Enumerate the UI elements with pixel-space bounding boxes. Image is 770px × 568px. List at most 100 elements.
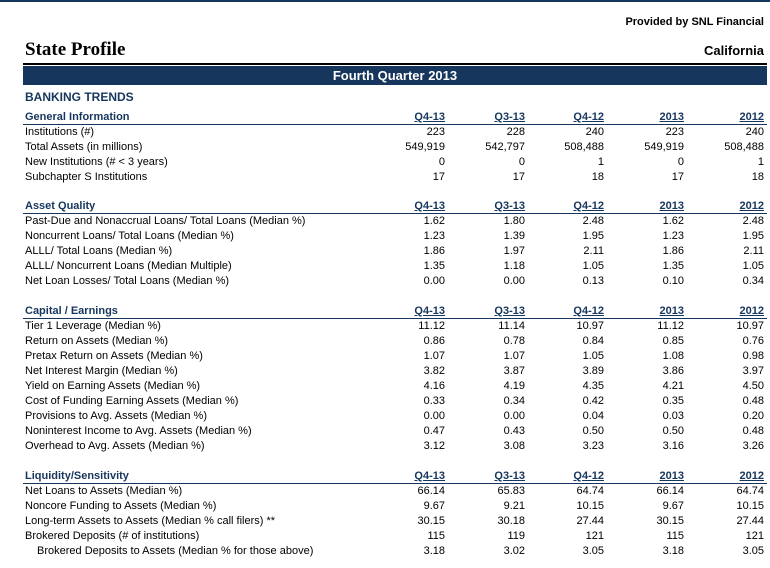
column-header: Q3-13 [494,111,525,123]
column-header: Q3-13 [494,470,525,482]
row-label: ALLL/ Noncurrent Loans (Median Multiple) [25,260,232,272]
table-cell: 1.62 [423,215,445,227]
table-row: Return on Assets (Median %) 0.86 0.78 0.84 0… [23,334,767,349]
column-header: 2012 [739,470,764,482]
row-label: Noncurrent Loans/ Total Loans (Median %) [25,230,234,242]
table-row: ALLL/ Noncurrent Loans (Median Multiple)… [23,259,767,274]
table-cell: 11.14 [498,320,525,332]
table-cell: 66.14 [417,485,445,497]
table-cell: 0.48 [742,425,764,437]
table-cell: 0.35 [662,395,684,407]
column-header: Q4-12 [573,470,604,482]
column-header: 2012 [739,111,764,123]
table-cell: 0.85 [662,335,684,347]
table-cell: 3.87 [503,365,525,377]
column-header: 2013 [659,200,684,212]
table-cell: 66.14 [656,485,684,497]
table-cell: 1.39 [503,230,525,242]
table-row: Net Interest Margin (Median %) 3.82 3.87 3.… [23,364,767,379]
section-liquidity-sensitivity: Liquidity/Sensitivity Q4-13 Q3-13 Q4-12 2013… [23,469,767,559]
table-row: Brokered Deposits (# of institutions) 115… [23,529,767,544]
table-cell: 0.42 [582,395,604,407]
column-header: 2013 [659,305,684,317]
table-cell: 1.23 [662,230,684,242]
table-row: New Institutions (# < 3 years) 0 0 1 0 1 [23,155,767,170]
table-cell: 0.76 [742,335,764,347]
table-cell: 0.78 [503,335,525,347]
table-cell: 2.11 [583,245,604,257]
table-cell: 1.08 [662,350,684,362]
table-row: Pretax Return on Assets (Median %) 1.07 1.… [23,349,767,364]
section-header-row: Capital / Earnings Q4-13 Q3-13 Q4-12 2013 201… [23,304,767,319]
table-cell: 0.86 [423,335,445,347]
row-label: Long-term Assets to Assets (Median % cal… [25,515,276,527]
table-cell: 0.13 [582,275,604,287]
table-cell: 0.98 [742,350,764,362]
section-title: Capital / Earnings [25,305,118,317]
row-label: Noninterest Income to Avg. Assets (Media… [25,425,252,437]
page-title: State Profile [25,39,126,60]
table-cell: 0.00 [503,410,525,422]
table-cell: 2.11 [743,245,764,257]
table-cell: 11.12 [657,320,684,332]
table-cell: 3.18 [662,545,684,557]
table-cell: 1.62 [662,215,684,227]
section-title: General Information [25,111,130,123]
table-cell: 121 [745,530,764,542]
table-cell: 30.18 [497,515,525,527]
table-row: Past-Due and Nonaccrual Loans/ Total Loa… [23,214,767,229]
table-cell: 1.95 [742,230,764,242]
row-label: Subchapter S Institutions [25,171,148,183]
provider-credit: Provided by SNL Financial [625,16,764,28]
table-cell: 2.48 [582,215,604,227]
table-cell: 17 [671,171,684,183]
table-cell: 1.07 [503,350,525,362]
row-label: Noncore Funding to Assets (Median %) [25,500,217,512]
table-cell: 223 [426,126,445,138]
table-cell: 508,488 [564,141,604,153]
table-cell: 1.97 [503,245,525,257]
table-cell: 1 [597,156,604,168]
table-row: Noncurrent Loans/ Total Loans (Median %)… [23,229,767,244]
column-header: 2012 [739,305,764,317]
table-cell: 119 [507,530,525,542]
table-cell: 65.83 [497,485,525,497]
row-label: Brokered Deposits to Assets (Median % fo… [37,545,314,557]
table-cell: 240 [745,126,764,138]
table-row: Provisions to Avg. Assets (Median %) 0.00… [23,409,767,424]
row-label: Overhead to Avg. Assets (Median %) [25,440,205,452]
column-header: 2012 [739,200,764,212]
row-label: Past-Due and Nonaccrual Loans/ Total Loa… [25,215,306,227]
section-general-information: General Information Q4-13 Q3-13 Q4-12 2013 20… [23,110,767,185]
table-cell: 1.80 [503,215,525,227]
table-cell: 1.05 [582,350,604,362]
table-cell: 3.97 [742,365,764,377]
column-header: Q4-13 [414,470,445,482]
table-cell: 549,919 [644,141,684,153]
table-cell: 0.00 [423,410,445,422]
table-cell: 0.03 [662,410,684,422]
section-header-row: Asset Quality Q4-13 Q3-13 Q4-12 2013 2012 [23,199,767,214]
table-cell: 0 [677,156,684,168]
column-header: Q4-12 [573,111,604,123]
table-cell: 240 [585,126,604,138]
section-header-row: General Information Q4-13 Q3-13 Q4-12 2013 20… [23,110,767,125]
table-cell: 1.07 [423,350,445,362]
title-divider [23,63,767,65]
table-cell: 1.86 [662,245,684,257]
table-cell: 9.67 [662,500,684,512]
row-label: Cost of Funding Earning Assets (Median %… [25,395,239,407]
table-row: Institutions (#) 223 228 240 223 240 [23,125,767,140]
table-cell: 1.86 [423,245,445,257]
section-capital-earnings: Capital / Earnings Q4-13 Q3-13 Q4-12 2013 201… [23,304,767,454]
table-cell: 3.12 [423,440,445,452]
table-cell: 0.50 [662,425,684,437]
table-cell: 3.05 [582,545,604,557]
table-cell: 121 [585,530,604,542]
table-cell: 17 [432,171,445,183]
table-cell: 2.48 [742,215,764,227]
table-cell: 0.48 [742,395,764,407]
table-cell: 4.21 [662,380,684,392]
row-label: Pretax Return on Assets (Median %) [25,350,203,362]
table-cell: 549,919 [405,141,445,153]
